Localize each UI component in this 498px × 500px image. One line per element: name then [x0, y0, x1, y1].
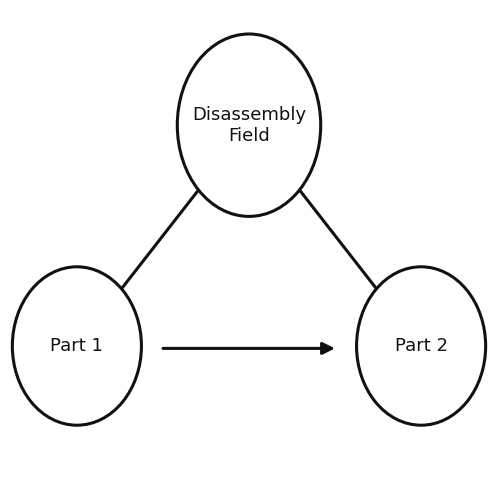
- Text: Part 1: Part 1: [50, 337, 103, 355]
- Text: Part 2: Part 2: [394, 337, 448, 355]
- Ellipse shape: [357, 267, 486, 425]
- Ellipse shape: [12, 267, 141, 425]
- Ellipse shape: [177, 34, 321, 216]
- Text: Disassembly
Field: Disassembly Field: [192, 106, 306, 144]
